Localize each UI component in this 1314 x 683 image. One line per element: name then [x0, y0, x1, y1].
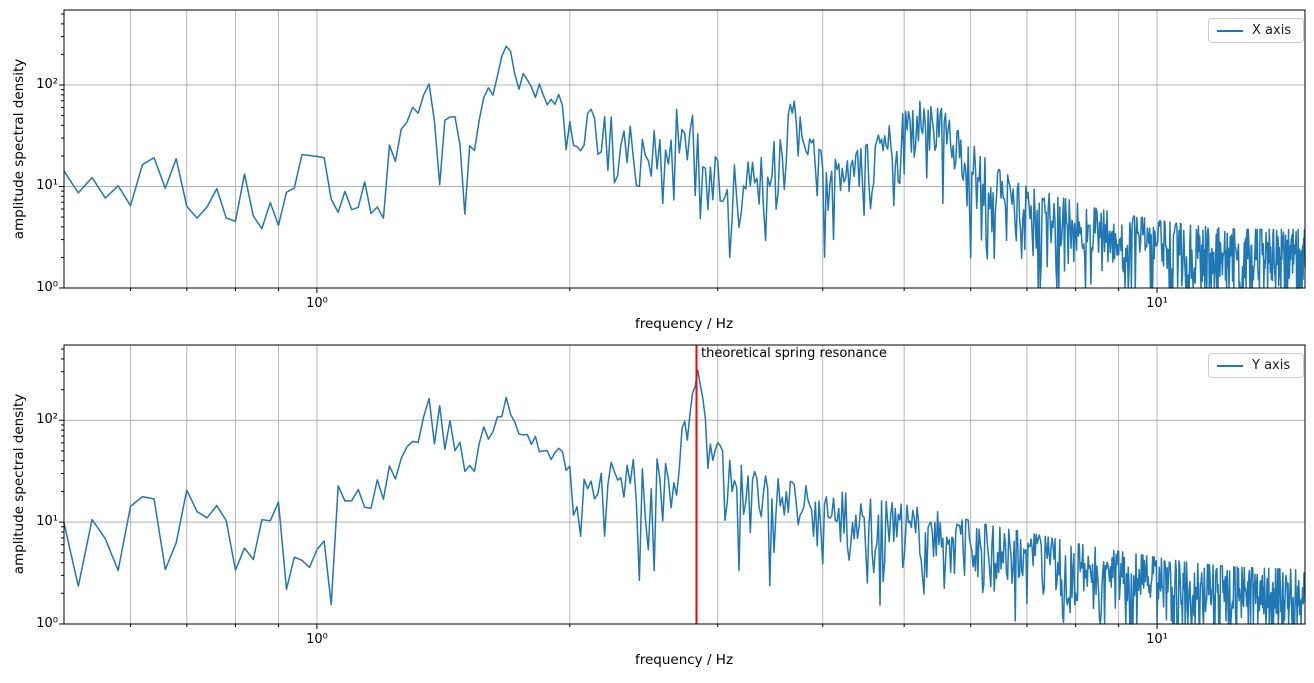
- top-ticks: [59, 13, 1158, 293]
- top-ytick-10: 10¹: [36, 178, 58, 193]
- bottom-legend: Y axis: [1208, 353, 1304, 378]
- top-plot: [59, 9, 1306, 293]
- top-ytick-1: 10⁰: [36, 280, 58, 295]
- top-xtick-10: 10¹: [1146, 296, 1168, 311]
- bottom-xtick-1: 10⁰: [306, 632, 328, 647]
- bottom-yaxis-label: amplitude spectral density: [11, 393, 27, 575]
- bottom-spines: [63, 344, 1306, 625]
- top-xtick-1: 10⁰: [306, 296, 328, 311]
- top-spines: [63, 9, 1306, 289]
- legend-line-sample-icon: [1217, 364, 1243, 367]
- top-yaxis-label: amplitude spectral density: [11, 58, 27, 240]
- bottom-grid: [64, 345, 1305, 624]
- resonance-annotation-text: theoretical spring resonance: [701, 346, 887, 361]
- bottom-legend-label: Y axis: [1252, 358, 1291, 373]
- bottom-ytick-10: 10¹: [36, 514, 58, 529]
- top-xaxis-label: frequency / Hz: [634, 316, 734, 332]
- bottom-series-line: [63, 369, 1306, 625]
- top-legend: X axis: [1208, 18, 1304, 43]
- bottom-plot: [59, 344, 1306, 629]
- bottom-ytick-1: 10⁰: [36, 616, 58, 631]
- bottom-xtick-10: 10¹: [1146, 632, 1168, 647]
- legend-line-sample-icon: [1217, 29, 1243, 32]
- top-legend-label: X axis: [1252, 23, 1292, 38]
- bottom-ytick-100: 10²: [36, 412, 58, 427]
- bottom-xaxis-label: frequency / Hz: [634, 652, 734, 668]
- top-ytick-100: 10²: [36, 77, 58, 92]
